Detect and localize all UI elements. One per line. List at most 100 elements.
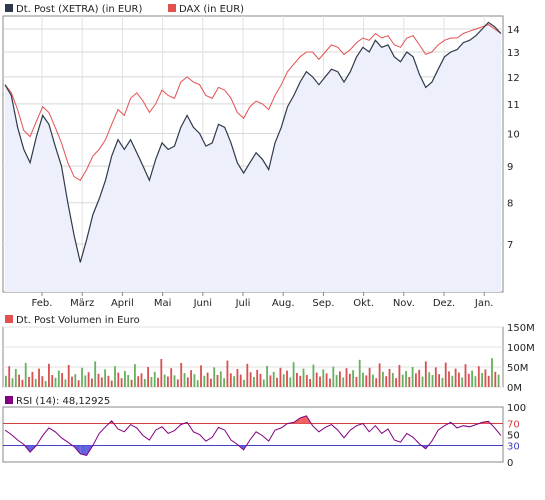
volume-bar: [269, 375, 272, 387]
volume-bar: [312, 364, 315, 387]
volume-bar: [173, 375, 176, 387]
volume-bar: [474, 376, 477, 387]
volume-bar: [196, 380, 199, 387]
volume-bar: [176, 379, 179, 387]
volume-bar: [41, 376, 44, 387]
volume-bars: [5, 358, 500, 387]
volume-bar: [193, 374, 196, 387]
volume-bar: [54, 377, 57, 387]
volume-bar: [219, 371, 222, 387]
volume-bar: [365, 375, 368, 387]
volume-bar: [140, 373, 143, 387]
volume-bar: [213, 367, 216, 387]
volume-bar: [368, 367, 371, 387]
volume-bar: [434, 367, 437, 387]
volume-bar: [107, 375, 110, 387]
volume-bar: [167, 376, 169, 387]
volume-bar: [451, 375, 454, 387]
volume-bar: [471, 370, 474, 387]
volume-bar: [355, 377, 358, 387]
volume-bar: [226, 360, 229, 387]
volume-bar: [259, 373, 262, 387]
volume-bar: [441, 377, 444, 387]
volume-bar: [289, 377, 292, 387]
rsi-panel-frame: [2, 406, 504, 463]
volume-bar: [372, 374, 374, 387]
volume-bar: [104, 369, 107, 387]
volume-bar: [385, 376, 388, 387]
volume-bar: [91, 378, 93, 387]
volume-bar: [203, 375, 206, 387]
volume-bar: [61, 373, 64, 387]
volume-bar: [477, 366, 480, 387]
volume-y-axis: 0M 50M 100M 150M: [507, 323, 535, 394]
legend-label-dt-post: Dt. Post (XETRA) (in EUR): [16, 4, 143, 15]
volume-bar: [233, 376, 236, 387]
volume-bar: [305, 375, 308, 387]
volume-bar: [229, 373, 232, 387]
volume-bar: [272, 371, 275, 387]
price-y-tick-label: 7: [507, 240, 513, 251]
month-tick-label: Dez.: [433, 298, 455, 309]
volume-bar: [378, 363, 381, 387]
price-y-tick-label: 9: [507, 162, 513, 173]
volume-bar: [415, 373, 417, 387]
rsi-y-tick-label: 100: [507, 403, 526, 414]
rsi-oversold-fill: [80, 445, 87, 456]
volume-bar: [408, 377, 411, 387]
volume-bar: [362, 372, 364, 387]
volume-bar: [467, 373, 470, 387]
volume-bar: [48, 363, 50, 387]
volume-bar: [319, 376, 321, 387]
volume-bar: [31, 371, 34, 387]
month-tick-label: Nov.: [393, 298, 415, 309]
volume-bar: [458, 372, 460, 387]
volume-bar: [170, 368, 173, 387]
volume-bar: [14, 369, 17, 387]
volume-bar: [180, 363, 183, 387]
volume-bar: [120, 378, 123, 387]
volume-bar: [124, 371, 126, 387]
volume-bar: [216, 375, 219, 387]
volume-bar: [81, 367, 83, 387]
rsi-y-tick-label: 50: [507, 431, 520, 442]
volume-bar: [190, 370, 193, 387]
volume-bar: [358, 359, 361, 387]
month-tick-label: Okt.: [353, 298, 374, 309]
price-y-tick-label: 14: [507, 25, 520, 36]
volume-y-tick-label: 100M: [507, 343, 535, 354]
month-tick-label: April: [111, 298, 134, 309]
volume-bar: [127, 375, 130, 387]
volume-bar: [186, 377, 189, 387]
volume-bar: [153, 371, 156, 387]
volume-bar: [494, 371, 497, 387]
volume-bar: [428, 372, 431, 387]
rsi-y-tick-label: 70: [507, 420, 520, 431]
volume-bar: [134, 364, 136, 387]
volume-bar: [11, 378, 14, 387]
volume-bar: [114, 366, 116, 387]
month-tick-label: Feb.: [32, 298, 53, 309]
rsi-series-line: [4, 415, 502, 456]
volume-bar: [143, 379, 146, 387]
volume-bar: [375, 378, 378, 387]
volume-bar: [210, 378, 212, 387]
volume-bar: [77, 380, 80, 387]
price-y-tick-label: 10: [507, 129, 520, 140]
volume-bar: [282, 374, 285, 387]
volume-bar: [256, 369, 259, 387]
month-tick-label: Mai: [154, 298, 172, 309]
volume-bar: [67, 365, 70, 387]
volume-bar: [97, 373, 100, 387]
legend-swatch-dax: [168, 4, 176, 12]
volume-bar: [206, 372, 209, 387]
volume-bar: [38, 368, 40, 387]
volume-bar: [481, 373, 484, 387]
volume-bar: [342, 377, 345, 387]
volume-bar: [64, 379, 67, 387]
volume-bar: [454, 368, 457, 387]
volume-bar: [388, 369, 391, 387]
volume-bar: [405, 371, 407, 387]
